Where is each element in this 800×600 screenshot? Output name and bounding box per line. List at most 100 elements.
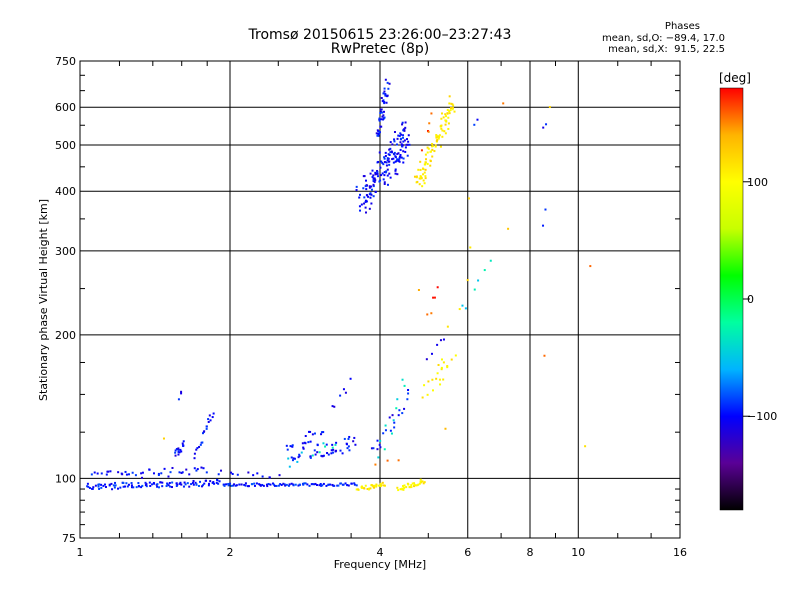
data-point: [393, 426, 396, 429]
data-point: [178, 471, 181, 474]
data-point: [191, 481, 194, 484]
data-point: [400, 133, 403, 136]
data-point: [238, 483, 241, 486]
data-point: [430, 352, 433, 355]
data-point: [380, 97, 383, 100]
data-point: [203, 482, 206, 485]
data-point: [413, 482, 416, 485]
data-point: [177, 398, 180, 401]
data-point: [148, 481, 151, 484]
data-point: [439, 383, 442, 386]
data-point: [402, 134, 405, 137]
data-point: [390, 432, 393, 435]
data-point: [132, 486, 135, 489]
data-point: [339, 449, 342, 452]
data-point: [376, 171, 379, 174]
data-point: [363, 175, 366, 178]
data-point: [348, 449, 351, 452]
data-point: [303, 482, 306, 485]
data-point: [467, 197, 470, 200]
data-point: [258, 483, 261, 486]
data-point: [240, 483, 243, 486]
data-point: [433, 150, 436, 153]
data-point: [372, 185, 375, 188]
data-point: [134, 474, 137, 477]
data-point: [384, 151, 387, 154]
data-point: [370, 202, 373, 205]
data-point: [384, 94, 387, 97]
data-point: [381, 481, 384, 484]
data-point: [382, 484, 385, 487]
data-point: [405, 486, 408, 489]
data-point: [208, 482, 211, 485]
data-point: [393, 140, 396, 143]
data-point: [339, 482, 342, 485]
data-point: [374, 179, 377, 182]
data-point: [391, 158, 394, 161]
data-point: [391, 143, 394, 146]
data-point: [181, 471, 184, 474]
data-point: [188, 485, 191, 488]
data-point: [193, 457, 196, 460]
data-point: [435, 377, 438, 380]
data-point: [372, 179, 375, 182]
data-point: [377, 134, 380, 137]
x-tick-label: 16: [673, 546, 687, 559]
data-point: [302, 483, 305, 486]
data-point: [157, 474, 160, 477]
data-point: [382, 163, 385, 166]
data-point: [201, 441, 204, 444]
data-point: [211, 416, 214, 419]
data-point: [383, 182, 386, 185]
data-point: [234, 484, 237, 487]
data-point: [144, 481, 147, 484]
data-point: [427, 147, 430, 150]
data-point: [398, 409, 401, 412]
data-point: [353, 483, 356, 486]
data-point: [469, 246, 472, 249]
data-point: [333, 484, 336, 487]
data-point: [244, 482, 247, 485]
x-tick-label: 1: [77, 546, 84, 559]
data-point: [396, 152, 399, 155]
data-point: [399, 148, 402, 151]
data-point: [180, 472, 183, 475]
data-point: [382, 432, 385, 435]
x-tick-label: 6: [464, 546, 471, 559]
data-point: [403, 139, 406, 142]
data-point: [117, 471, 120, 474]
data-point: [179, 448, 182, 451]
y-axis-label: Stationary phase Virtual Height [km]: [37, 199, 50, 401]
data-point: [181, 442, 184, 445]
data-point: [374, 190, 377, 193]
data-point: [440, 112, 443, 115]
data-point: [376, 172, 379, 175]
data-point: [297, 484, 300, 487]
data-point: [236, 473, 239, 476]
data-point: [396, 143, 399, 146]
data-point: [346, 447, 349, 450]
data-point: [450, 102, 453, 105]
data-point: [388, 172, 391, 175]
data-point: [107, 470, 110, 473]
data-point: [443, 130, 446, 133]
data-point: [447, 122, 450, 125]
data-point: [252, 474, 255, 477]
data-point: [422, 482, 425, 485]
data-point: [180, 392, 183, 395]
data-point: [419, 478, 422, 481]
data-point: [436, 135, 439, 138]
data-point: [393, 138, 396, 141]
data-point: [363, 202, 366, 205]
data-point: [301, 442, 304, 445]
data-point: [381, 111, 384, 114]
data-point: [453, 110, 456, 113]
data-point: [440, 358, 443, 361]
data-point: [394, 172, 397, 175]
data-point: [168, 481, 171, 484]
data-point: [435, 136, 438, 139]
data-point: [375, 132, 378, 135]
data-point: [167, 484, 170, 487]
data-point: [398, 157, 401, 160]
data-point: [378, 119, 381, 122]
